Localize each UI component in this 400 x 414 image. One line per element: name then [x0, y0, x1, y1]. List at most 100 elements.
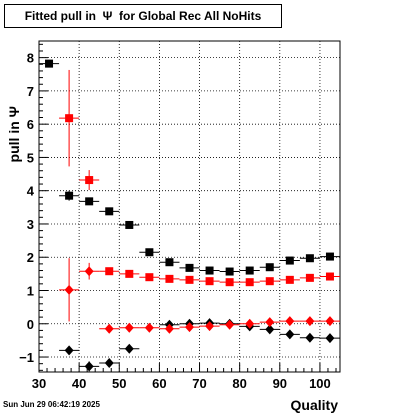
square-marker	[265, 263, 274, 272]
diamond-marker-point	[119, 322, 140, 333]
square-marker-point	[319, 272, 340, 281]
y-tick-label: 4	[27, 184, 35, 199]
square-marker-point	[319, 252, 340, 261]
x-tick-label: 90	[273, 376, 287, 391]
diamond-marker	[325, 316, 335, 327]
diamond-marker	[64, 284, 74, 295]
square-marker	[185, 275, 194, 284]
square-marker	[225, 278, 234, 287]
diamond-marker-point	[199, 321, 220, 332]
diamond-marker	[265, 317, 275, 328]
square-marker-point	[59, 190, 80, 201]
diamond-marker-point	[279, 316, 300, 327]
diamond-marker	[124, 343, 134, 354]
diamond-marker	[84, 266, 94, 277]
diamond-marker-point	[219, 319, 240, 330]
diamond-marker-point	[259, 324, 280, 335]
diamond-marker-point	[79, 361, 100, 372]
y-tick-label: 6	[27, 117, 34, 132]
square-marker-point	[219, 278, 240, 287]
square-marker-point	[199, 266, 220, 275]
square-marker	[165, 258, 174, 267]
square-marker	[165, 274, 174, 283]
square-marker-point	[299, 254, 320, 263]
square-marker-point	[279, 275, 300, 284]
square-marker	[185, 263, 194, 272]
diamond-marker	[325, 333, 335, 344]
diamond-marker	[285, 329, 295, 340]
diamond-marker	[104, 323, 114, 334]
diamond-marker	[104, 358, 114, 369]
square-marker	[225, 267, 234, 276]
square-marker-point	[119, 220, 140, 229]
square-marker	[205, 277, 214, 286]
square-marker-point	[299, 273, 320, 282]
square-marker-point	[79, 170, 100, 191]
square-marker-point	[39, 59, 60, 68]
square-marker-point	[99, 207, 120, 216]
y-tick-label: 2	[27, 250, 34, 265]
square-marker	[85, 176, 94, 185]
diamond-marker	[64, 345, 74, 356]
data-points	[39, 59, 340, 372]
diamond-marker-point	[319, 333, 340, 344]
diamond-marker-point	[139, 322, 160, 333]
square-marker	[245, 266, 254, 275]
diamond-marker-point	[259, 317, 280, 328]
diamond-marker	[205, 321, 215, 332]
diamond-marker	[144, 322, 154, 333]
square-marker-point	[139, 248, 160, 257]
y-tick-label: 1	[27, 283, 34, 298]
y-tick-label: 3	[27, 217, 34, 232]
square-marker	[105, 267, 114, 276]
square-marker	[125, 220, 134, 229]
y-tick-label: 0	[27, 317, 34, 332]
diamond-marker-point	[99, 323, 120, 334]
y-tick-label: 8	[27, 51, 34, 66]
square-marker	[45, 59, 54, 68]
diamond-marker-point	[59, 345, 80, 356]
x-tick-label: 80	[232, 376, 246, 391]
diamond-marker	[305, 316, 315, 327]
axes: 30 40 50 60 70 80 90 100 −1 0 1 2 3 4 5 6 7 8	[19, 40, 341, 391]
square-marker	[145, 273, 154, 282]
diamond-marker-point	[319, 316, 340, 327]
square-marker	[85, 197, 94, 206]
diamond-marker	[305, 332, 315, 343]
diamond-marker	[245, 318, 255, 329]
square-marker-point	[219, 267, 240, 276]
y-tick-label: −1	[19, 350, 34, 365]
square-marker-point	[139, 273, 160, 282]
x-tick-label: 100	[309, 376, 331, 391]
x-tick-label: 70	[192, 376, 206, 391]
square-marker-point	[159, 274, 180, 283]
y-tick-label: 7	[27, 84, 34, 99]
square-marker-point	[199, 277, 220, 286]
diamond-marker	[164, 323, 174, 334]
square-marker-point	[119, 269, 140, 278]
x-tick-label: 60	[152, 376, 166, 391]
diamond-marker	[84, 361, 94, 372]
x-tick-label: 30	[32, 376, 46, 391]
diamond-marker	[265, 324, 275, 335]
diamond-marker-point	[99, 358, 120, 369]
square-marker	[125, 269, 134, 278]
square-marker-point	[79, 197, 100, 206]
square-marker-point	[59, 69, 80, 167]
square-marker-point	[159, 258, 180, 267]
square-marker	[325, 272, 334, 281]
square-marker	[285, 256, 294, 265]
square-marker	[65, 114, 74, 123]
date-stamp: Sun Jun 29 06:42:19 2025	[3, 400, 100, 409]
square-marker-point	[179, 275, 200, 284]
square-marker	[145, 248, 154, 257]
y-axis-label: pull in Ψ	[6, 106, 22, 162]
square-marker-point	[239, 278, 260, 287]
diamond-marker-point	[299, 332, 320, 343]
x-axis-label: Quality	[291, 397, 339, 413]
square-marker	[105, 207, 114, 216]
grid-lines	[39, 41, 340, 372]
diamond-marker	[225, 319, 235, 330]
square-marker-point	[259, 277, 280, 286]
